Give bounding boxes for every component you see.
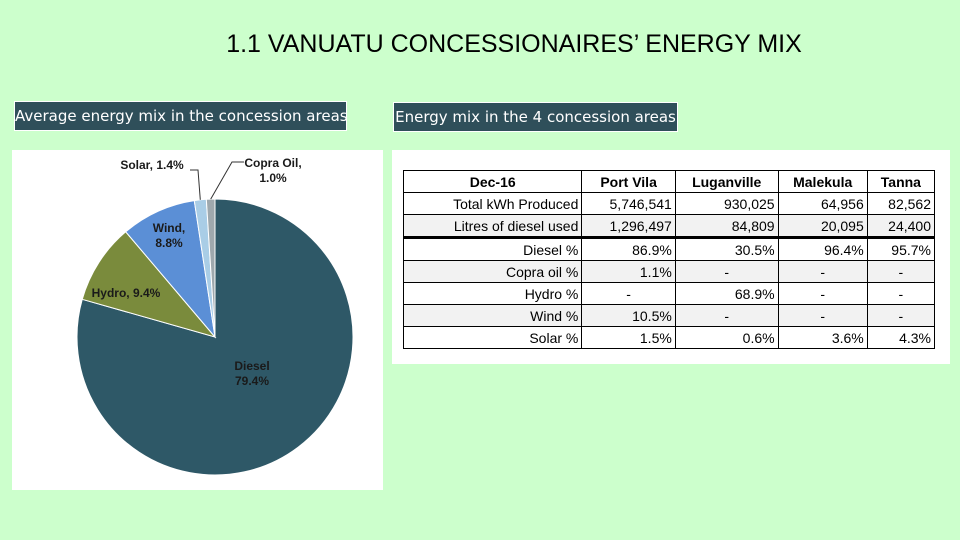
table-row-label: Hydro % <box>402 282 583 305</box>
table-header-location: Port Vila <box>581 170 676 193</box>
table-cell: 95.7% <box>866 236 936 261</box>
table-header-period: Dec-16 <box>402 170 583 193</box>
page-title: 1.1 VANUATU CONCESSIONAIRES’ ENERGY MIX <box>226 30 802 58</box>
table-row: Total kWh Produced 5,746,541 930,025 64,956… <box>402 192 936 215</box>
table-row: Diesel % 86.9% 30.5% 96.4% 95.7% <box>402 236 936 261</box>
pie-leader-line <box>190 169 201 200</box>
table-row: Solar % 1.5% 0.6% 3.6% 4.3% <box>402 326 936 349</box>
table-row: Copra oil % 1.1% - - - <box>402 260 936 283</box>
table-cell: 3.6% <box>777 326 868 349</box>
pie-label-wind: Wind, 8.8% <box>153 221 186 250</box>
table-cell: - <box>866 282 936 305</box>
table-cell: 4.3% <box>866 326 936 349</box>
table-row-label: Solar % <box>402 326 583 349</box>
table-header-location: Tanna <box>866 170 936 193</box>
pie-chart: Diesel 79.4% Hydro, 9.4% Wind, 8.8% Solar, 1.… <box>76 156 354 476</box>
table-header-location: Luganville <box>674 170 779 193</box>
table-row: Wind % 10.5% - - - <box>402 304 936 327</box>
table-cell: 82,562 <box>866 192 936 215</box>
table-cell: 30.5% <box>674 236 779 261</box>
pie-label-solar: Solar, 1.4% <box>120 158 184 172</box>
pie-leader-line <box>210 161 244 200</box>
table-cell: - <box>777 260 868 283</box>
table-cell: 1.5% <box>581 326 676 349</box>
table-section-label: Energy mix in the 4 concession areas <box>393 102 678 132</box>
table-cell: 10.5% <box>581 304 676 327</box>
table-row-label: Wind % <box>402 304 583 327</box>
table-cell: 0.6% <box>674 326 779 349</box>
table-cell: 68.9% <box>674 282 779 305</box>
pie-chart-panel: Diesel 79.4% Hydro, 9.4% Wind, 8.8% Solar, 1.… <box>12 150 383 490</box>
pie-section-label: Average energy mix in the concession are… <box>14 101 348 131</box>
table-cell: 24,400 <box>866 214 936 238</box>
pie-label-diesel: Diesel 79.4% <box>234 359 269 388</box>
table-row-label: Diesel % <box>402 236 583 261</box>
table-row-label: Total kWh Produced <box>402 192 583 215</box>
table-cell: 86.9% <box>581 236 676 261</box>
table-row-label: Copra oil % <box>402 260 583 283</box>
table-cell: - <box>674 304 779 327</box>
table-cell: - <box>866 260 936 283</box>
table-cell: 1.1% <box>581 260 676 283</box>
table-cell: 96.4% <box>777 236 868 261</box>
table-cell: 5,746,541 <box>581 192 676 215</box>
table-cell: - <box>777 282 868 305</box>
table-cell: 930,025 <box>674 192 779 215</box>
table-row: Litres of diesel used 1,296,497 84,809 20,0… <box>402 214 936 238</box>
table-row: Hydro % -68.9% - - <box>402 282 936 305</box>
table-cell: - <box>581 282 676 305</box>
table-row-label: Litres of diesel used <box>402 214 583 238</box>
table-cell: 1,296,497 <box>581 214 676 238</box>
pie-label-hydro: Hydro, 9.4% <box>92 286 161 300</box>
pie-slice-hydro <box>81 231 217 338</box>
table-cell: 20,095 <box>777 214 868 238</box>
table-header-location: Malekula <box>777 170 868 193</box>
table-cell: - <box>866 304 936 327</box>
pie-slice-diesel <box>76 198 354 476</box>
energy-mix-table: Dec-16 Port Vila Luganville Malekula Tanna T… <box>402 170 936 349</box>
table-cell: 64,956 <box>777 192 868 215</box>
table-panel: Dec-16 Port Vila Luganville Malekula Tanna T… <box>392 150 950 364</box>
table-cell: 84,809 <box>674 214 779 238</box>
pie-label-copra-oil: Copra Oil, 1.0% <box>244 156 301 185</box>
table-cell: - <box>674 260 779 283</box>
table-cell: - <box>777 304 868 327</box>
